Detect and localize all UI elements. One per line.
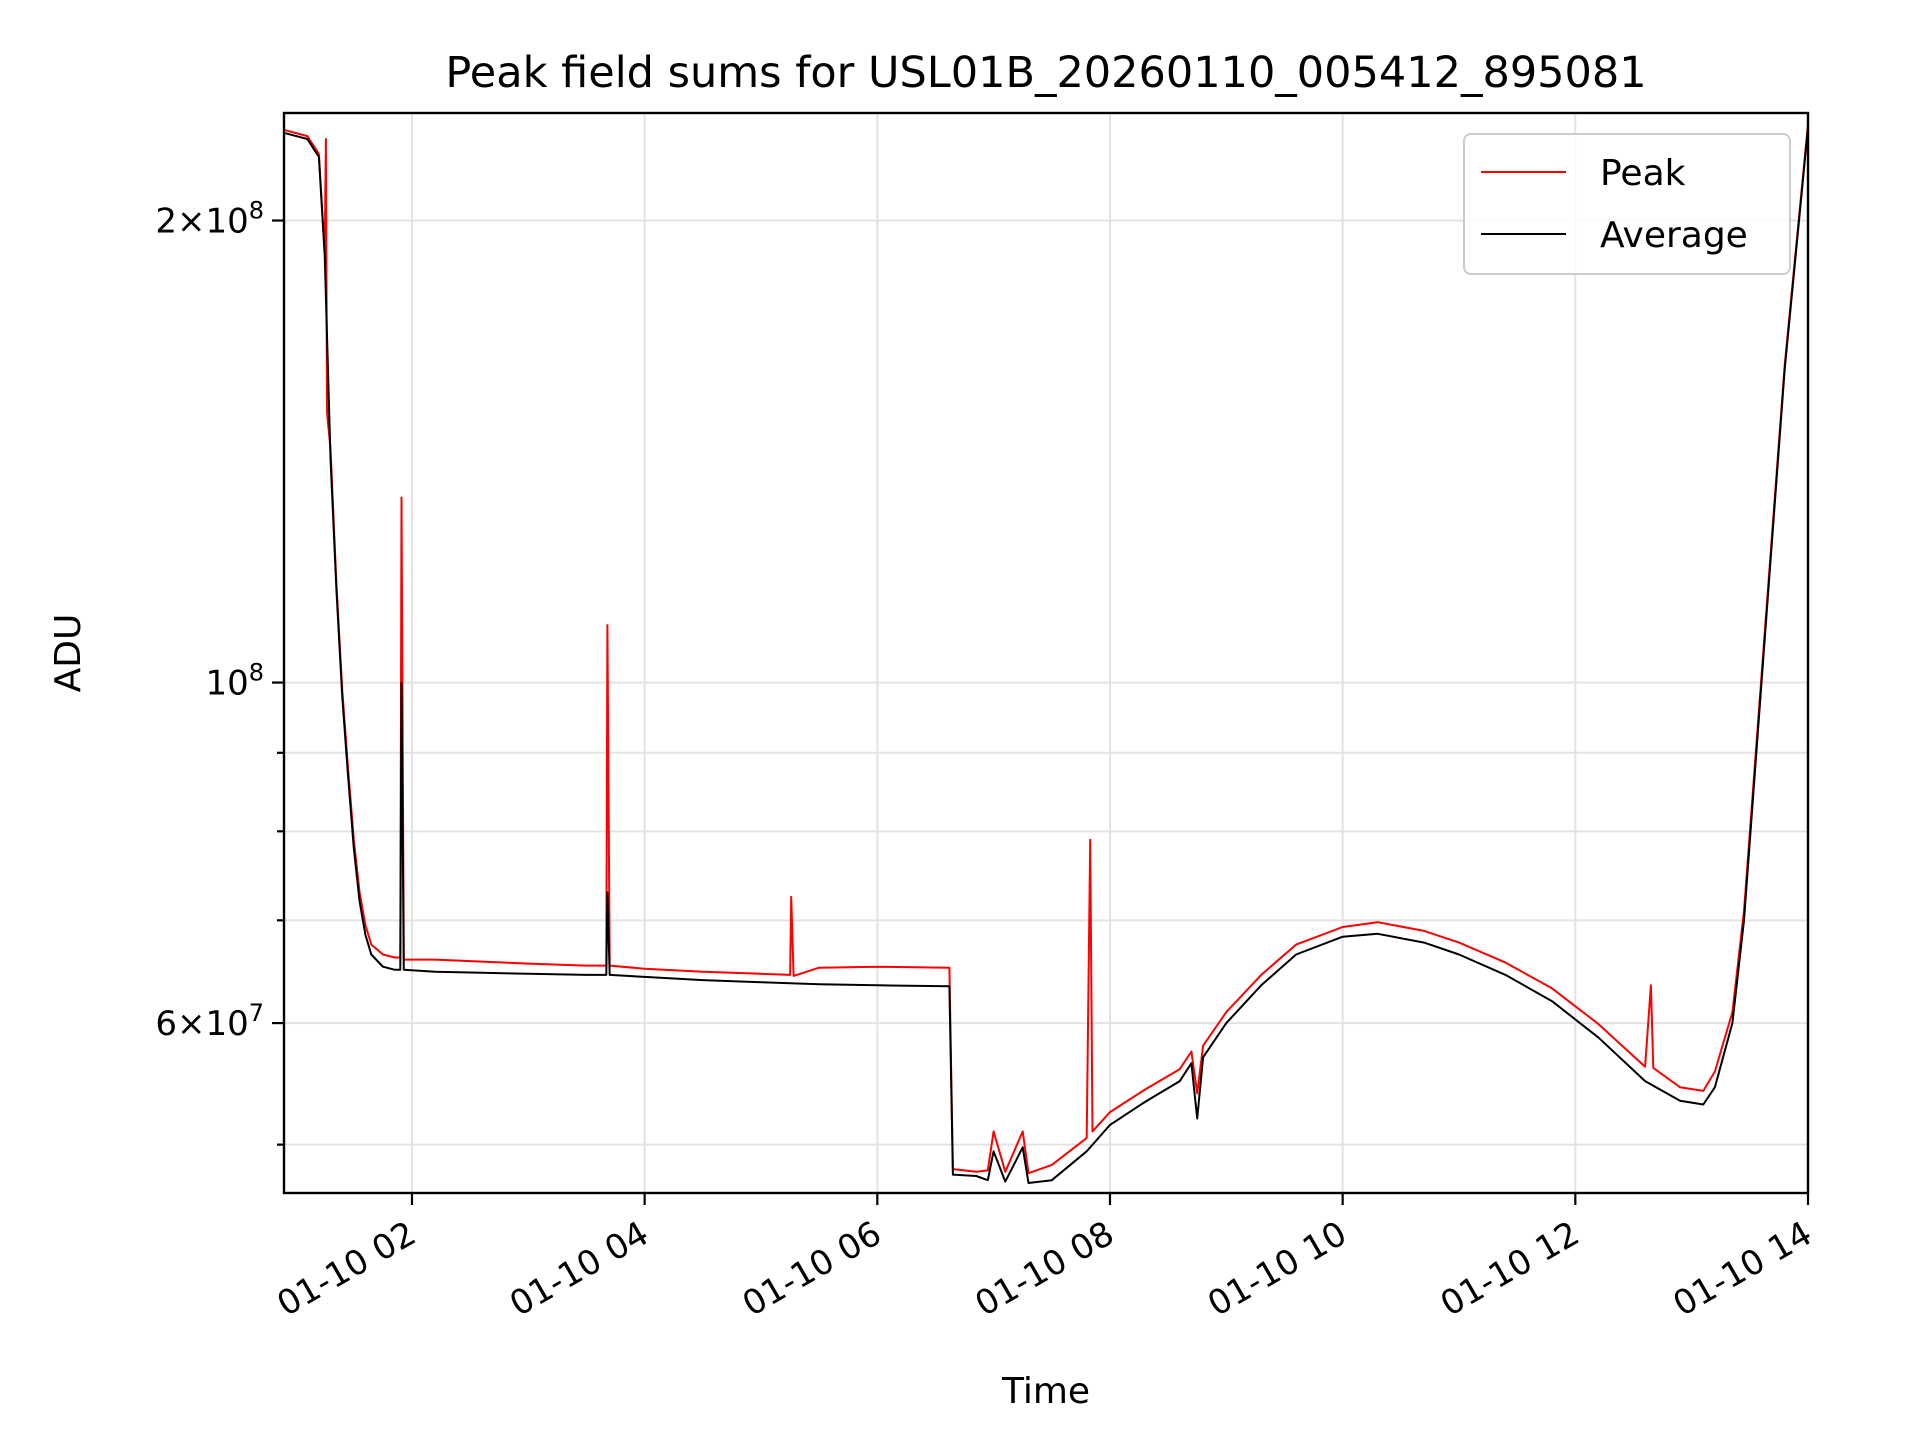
series-line-average bbox=[284, 127, 1809, 1184]
y-axis-label: ADU bbox=[48, 614, 89, 693]
legend: Peak Average bbox=[1463, 133, 1791, 275]
y-tick-label: 6×107 bbox=[155, 999, 264, 1044]
legend-peak-label: Peak bbox=[1600, 153, 1686, 194]
y-tick-label: 2×108 bbox=[155, 197, 264, 242]
legend-average-label: Average bbox=[1600, 215, 1748, 256]
chart-title: Peak field sums for USL01B_20260110_0054… bbox=[445, 48, 1646, 98]
x-axis-label: Time bbox=[1001, 1371, 1090, 1412]
plot-frame bbox=[282, 111, 1810, 1195]
series-line-peak bbox=[284, 124, 1809, 1175]
grid bbox=[284, 113, 1809, 1193]
legend-box bbox=[1463, 133, 1791, 275]
y-tick-label: 108 bbox=[205, 659, 264, 704]
series-layer bbox=[284, 124, 1809, 1184]
